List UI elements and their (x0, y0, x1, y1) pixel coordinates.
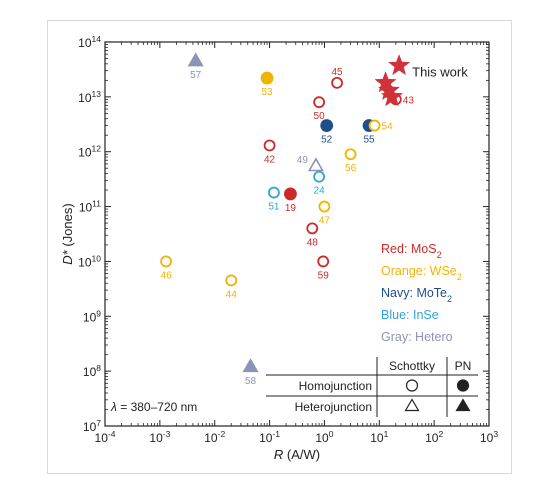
y-tick-label: 1011 (79, 199, 101, 215)
x-tick-label: 100 (315, 429, 333, 445)
data-point-label: 42 (264, 154, 276, 165)
legend-entry-navy: Navy: MoTe2 (381, 286, 452, 304)
data-point-label: 48 (307, 237, 319, 248)
table-row-heterojunction: Heterojunction (295, 400, 372, 414)
data-point-48 (306, 222, 319, 235)
data-point-57 (187, 52, 204, 67)
plot-area-border (104, 41, 490, 427)
data-point-42 (263, 139, 276, 152)
data-point-45 (331, 76, 343, 89)
legend-entry-blue: Blue: InSe (381, 308, 439, 322)
data-point-label: 57 (190, 70, 202, 81)
y-tick-label: 1010 (78, 253, 101, 269)
data-point-59 (317, 255, 330, 268)
data-point-19 (284, 187, 297, 201)
this-work-star (380, 85, 404, 107)
open-circle-symbol (405, 379, 419, 392)
legend-entry-gray: Gray: Hetero (381, 330, 453, 344)
data-point-label: 54 (382, 122, 394, 133)
y-tick-label: 109 (83, 308, 101, 324)
y-tick-label: 108 (83, 363, 101, 379)
data-point-46 (160, 255, 173, 268)
x-axis-label: R (A/W) (274, 447, 320, 462)
x-tick-label: 101 (370, 429, 388, 445)
data-point-52 (320, 119, 334, 132)
data-point-label: 45 (332, 67, 344, 78)
this-work-star (388, 53, 411, 76)
data-point-label: 59 (318, 270, 330, 281)
data-point-label: 56 (345, 163, 357, 174)
data-point-56 (344, 148, 357, 161)
x-tick-label: 10-3 (149, 429, 170, 445)
x-tick-label: 10-2 (204, 429, 225, 445)
data-point-54 (368, 119, 381, 132)
figure-frame (47, 20, 512, 474)
wavelength-range-annotation: λ = 380–720 nm (110, 400, 197, 414)
data-point-label: 47 (319, 216, 331, 227)
x-tick-label: 102 (425, 429, 443, 445)
data-point-44 (225, 274, 238, 287)
data-point-53 (260, 71, 274, 85)
data-point-label: 19 (285, 203, 297, 214)
table-header-pn: PN (455, 359, 472, 373)
data-point-label: 24 (314, 186, 326, 197)
data-point-49 (307, 157, 324, 172)
y-axis-label: D* (Jones) (60, 203, 75, 264)
data-point-label: 46 (161, 270, 173, 281)
table-row-homojunction: Homojunction (299, 379, 372, 393)
data-point-label: 53 (261, 87, 273, 98)
data-point-label: 43 (403, 95, 415, 106)
y-tick-label: 1012 (78, 144, 101, 160)
filled-triangle-symbol (455, 398, 471, 412)
data-point-label: 52 (321, 135, 333, 146)
data-point-24 (313, 170, 326, 183)
y-tick-label: 107 (83, 418, 101, 434)
legend-entry-orange: Orange: WSe2 (381, 264, 462, 282)
y-tick-label: 1013 (78, 89, 101, 105)
this-work-label: This work (412, 65, 468, 80)
data-point-label: 44 (226, 289, 238, 300)
data-point-label: 50 (314, 111, 326, 122)
data-point-51 (268, 186, 280, 199)
data-point-47 (318, 200, 331, 213)
x-tick-label: 10-4 (95, 429, 116, 445)
x-tick-label: 10-1 (259, 429, 280, 445)
data-point-label: 49 (297, 155, 309, 166)
data-point-label: 55 (363, 135, 375, 146)
x-tick-label: 103 (480, 429, 498, 445)
y-tick-label: 1014 (78, 34, 101, 50)
open-triangle-symbol (404, 398, 420, 412)
data-point-label: 58 (245, 376, 257, 387)
legend-entry-red: Red: MoS2 (381, 242, 442, 260)
data-point-58 (242, 358, 259, 373)
filled-circle-symbol (456, 379, 470, 392)
data-point-label: 51 (268, 202, 280, 213)
data-point-50 (313, 96, 326, 109)
table-header-schottky: Schottky (389, 359, 435, 373)
